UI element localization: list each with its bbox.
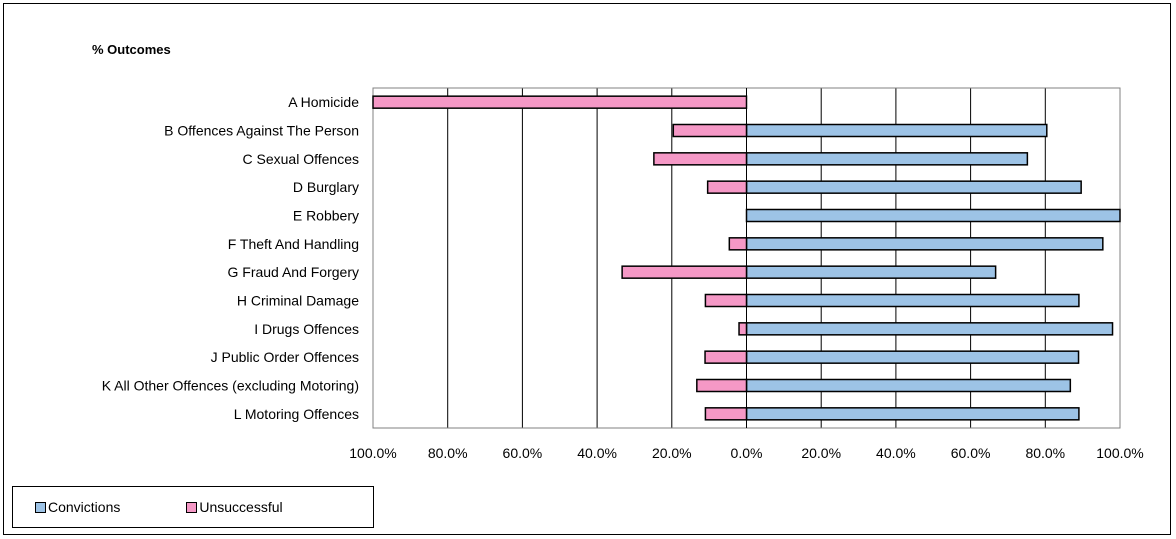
bar-unsuccessful-6 xyxy=(621,265,748,279)
category-label-2: C Sexual Offences xyxy=(243,151,359,167)
category-label-5: F Theft And Handling xyxy=(228,236,359,252)
x-tick-label-6: 20.0% xyxy=(801,445,841,461)
bar-unsuccessful-11 xyxy=(704,407,748,421)
bar-unsuccessful-5 xyxy=(728,237,748,251)
bar-unsuccessful-2 xyxy=(653,152,748,166)
bar-convictions-1 xyxy=(745,123,1048,138)
x-tick-label-5: 0.0% xyxy=(731,445,763,461)
category-label-10: K All Other Offences (excluding Motoring… xyxy=(102,378,359,394)
bar-convictions-6 xyxy=(745,265,997,279)
legend: Convictions Unsuccessful xyxy=(12,486,374,528)
bar-convictions-7 xyxy=(745,293,1080,308)
category-label-3: D Burglary xyxy=(293,179,359,195)
category-label-6: G Fraud And Forgery xyxy=(227,264,359,280)
bar-unsuccessful-3 xyxy=(706,180,748,194)
x-tick-label-9: 80.0% xyxy=(1025,445,1065,461)
x-tick-label-10: 100.0% xyxy=(1096,445,1143,461)
bar-convictions-9 xyxy=(745,350,1080,364)
bar-convictions-3 xyxy=(745,180,1082,194)
bar-convictions-5 xyxy=(745,237,1104,251)
x-tick-label-0: 100.0% xyxy=(349,445,396,461)
bar-convictions-11 xyxy=(745,407,1080,421)
chart-title: % Outcomes xyxy=(92,42,171,57)
x-tick-label-2: 60.0% xyxy=(503,445,543,461)
x-tick-label-7: 40.0% xyxy=(876,445,916,461)
bar-convictions-10 xyxy=(745,378,1072,393)
legend-label-unsuccessful: Unsuccessful xyxy=(199,499,283,515)
category-label-8: I Drugs Offences xyxy=(254,321,359,337)
category-label-1: B Offences Against The Person xyxy=(164,123,359,139)
legend-label-convictions: Convictions xyxy=(48,499,121,515)
bar-unsuccessful-7 xyxy=(704,293,748,308)
legend-swatch-convictions xyxy=(35,501,46,513)
bar-convictions-8 xyxy=(745,322,1114,336)
x-tick-label-3: 40.0% xyxy=(577,445,617,461)
category-label-4: E Robbery xyxy=(293,208,359,224)
bar-unsuccessful-8 xyxy=(738,322,748,336)
category-label-7: H Criminal Damage xyxy=(237,293,359,309)
x-tick-label-8: 60.0% xyxy=(951,445,991,461)
bar-unsuccessful-9 xyxy=(704,350,748,364)
category-label-9: J Public Order Offences xyxy=(211,349,359,365)
legend-item-convictions: Convictions xyxy=(35,499,120,515)
bar-unsuccessful-0 xyxy=(372,95,748,109)
legend-item-unsuccessful: Unsuccessful xyxy=(186,499,283,515)
bar-convictions-4 xyxy=(745,208,1121,223)
legend-swatch-unsuccessful xyxy=(186,501,198,513)
bar-unsuccessful-10 xyxy=(696,378,748,393)
x-tick-label-1: 80.0% xyxy=(428,445,468,461)
category-label-11: L Motoring Offences xyxy=(234,406,359,422)
bar-convictions-2 xyxy=(745,152,1029,166)
bar-unsuccessful-1 xyxy=(672,123,748,138)
category-label-0: A Homicide xyxy=(288,94,359,110)
x-tick-label-4: 20.0% xyxy=(652,445,692,461)
